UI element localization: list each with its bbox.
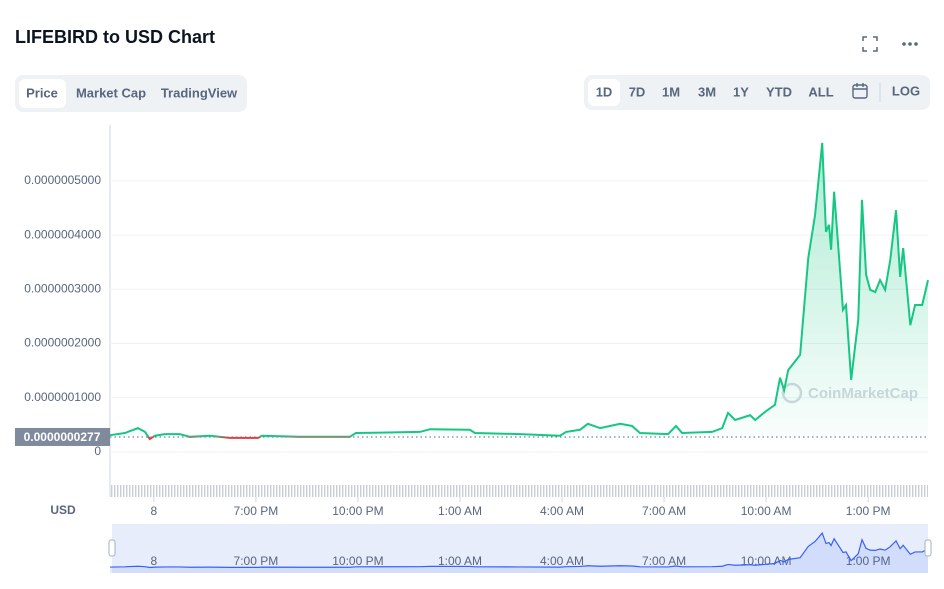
y-axis-label: USD [50, 503, 76, 517]
navigator-tick-label: 4:00 AM [540, 554, 584, 568]
x-tick-label: 10:00 PM [332, 504, 383, 518]
navigator-tick-label: 1:00 AM [438, 554, 482, 568]
y-tick-label: 0 [94, 444, 101, 458]
range-group [584, 75, 930, 110]
navigator-area [110, 533, 928, 573]
navigator[interactable] [112, 524, 928, 573]
tab[interactable]: TradingView [161, 85, 238, 100]
log-button[interactable]: LOG [892, 83, 920, 98]
y-tick-label: 0.0000005000 [24, 173, 101, 187]
navigator-tick-label: 10:00 PM [332, 554, 383, 568]
y-tick-label: 0.0000001000 [24, 390, 101, 404]
y-tick-label: 0.0000003000 [24, 281, 101, 295]
y-tick-label: 0.0000002000 [24, 336, 101, 350]
tab[interactable]: Price [26, 85, 58, 100]
navigator-handle[interactable] [924, 539, 932, 557]
navigator-tick-label: 1:00 PM [846, 554, 891, 568]
active-tab [19, 79, 66, 108]
range[interactable]: 1D [596, 84, 613, 99]
range[interactable]: 7D [629, 84, 646, 99]
tab[interactable]: Market Cap [76, 85, 146, 100]
x-tick-label: 1:00 AM [438, 504, 482, 518]
calendar-icon[interactable] [852, 83, 868, 99]
x-tick-label: 1:00 PM [846, 504, 891, 518]
more-icon[interactable] [902, 42, 918, 46]
tab-group [15, 75, 247, 112]
price-line-up [109, 142, 929, 437]
range[interactable]: YTD [766, 84, 792, 99]
x-tick-label: 10:00 AM [741, 504, 792, 518]
volume-band [110, 485, 928, 497]
current-price-tag [15, 427, 110, 446]
plot: 0 0.0000001000 0.0000002000 0.0000003000 0.0… [15, 142, 929, 518]
chart-title: LIFEBIRD to USD Chart [15, 27, 215, 47]
x-tick-label: 7:00 AM [642, 504, 686, 518]
navigator-line [109, 531, 929, 569]
range[interactable]: 3M [698, 84, 716, 99]
y-tick-label: 0.0000004000 [24, 227, 101, 241]
navigator-tick-label: 7:00 AM [642, 554, 686, 568]
area [110, 142, 928, 437]
range[interactable]: ALL [808, 84, 833, 99]
range[interactable]: 1Y [733, 84, 749, 99]
range[interactable]: 1M [662, 84, 680, 99]
current-price-label: 0.0000000277 [24, 430, 101, 444]
navigator-tick-label: 8 [151, 554, 158, 568]
navigator-plot: 8 7:00 PM 10:00 PM 1:00 AM 4:00 AM 7:00 AM 10:… [109, 531, 929, 573]
navigator-tick-label: 7:00 PM [234, 554, 279, 568]
fullscreen-icon[interactable] [862, 36, 878, 52]
active-range [588, 79, 620, 106]
navigator-handle[interactable] [108, 539, 116, 557]
x-tick-label: 4:00 AM [540, 504, 584, 518]
x-tick-label: 8 [151, 504, 158, 518]
x-tick-label: 7:00 PM [234, 504, 279, 518]
